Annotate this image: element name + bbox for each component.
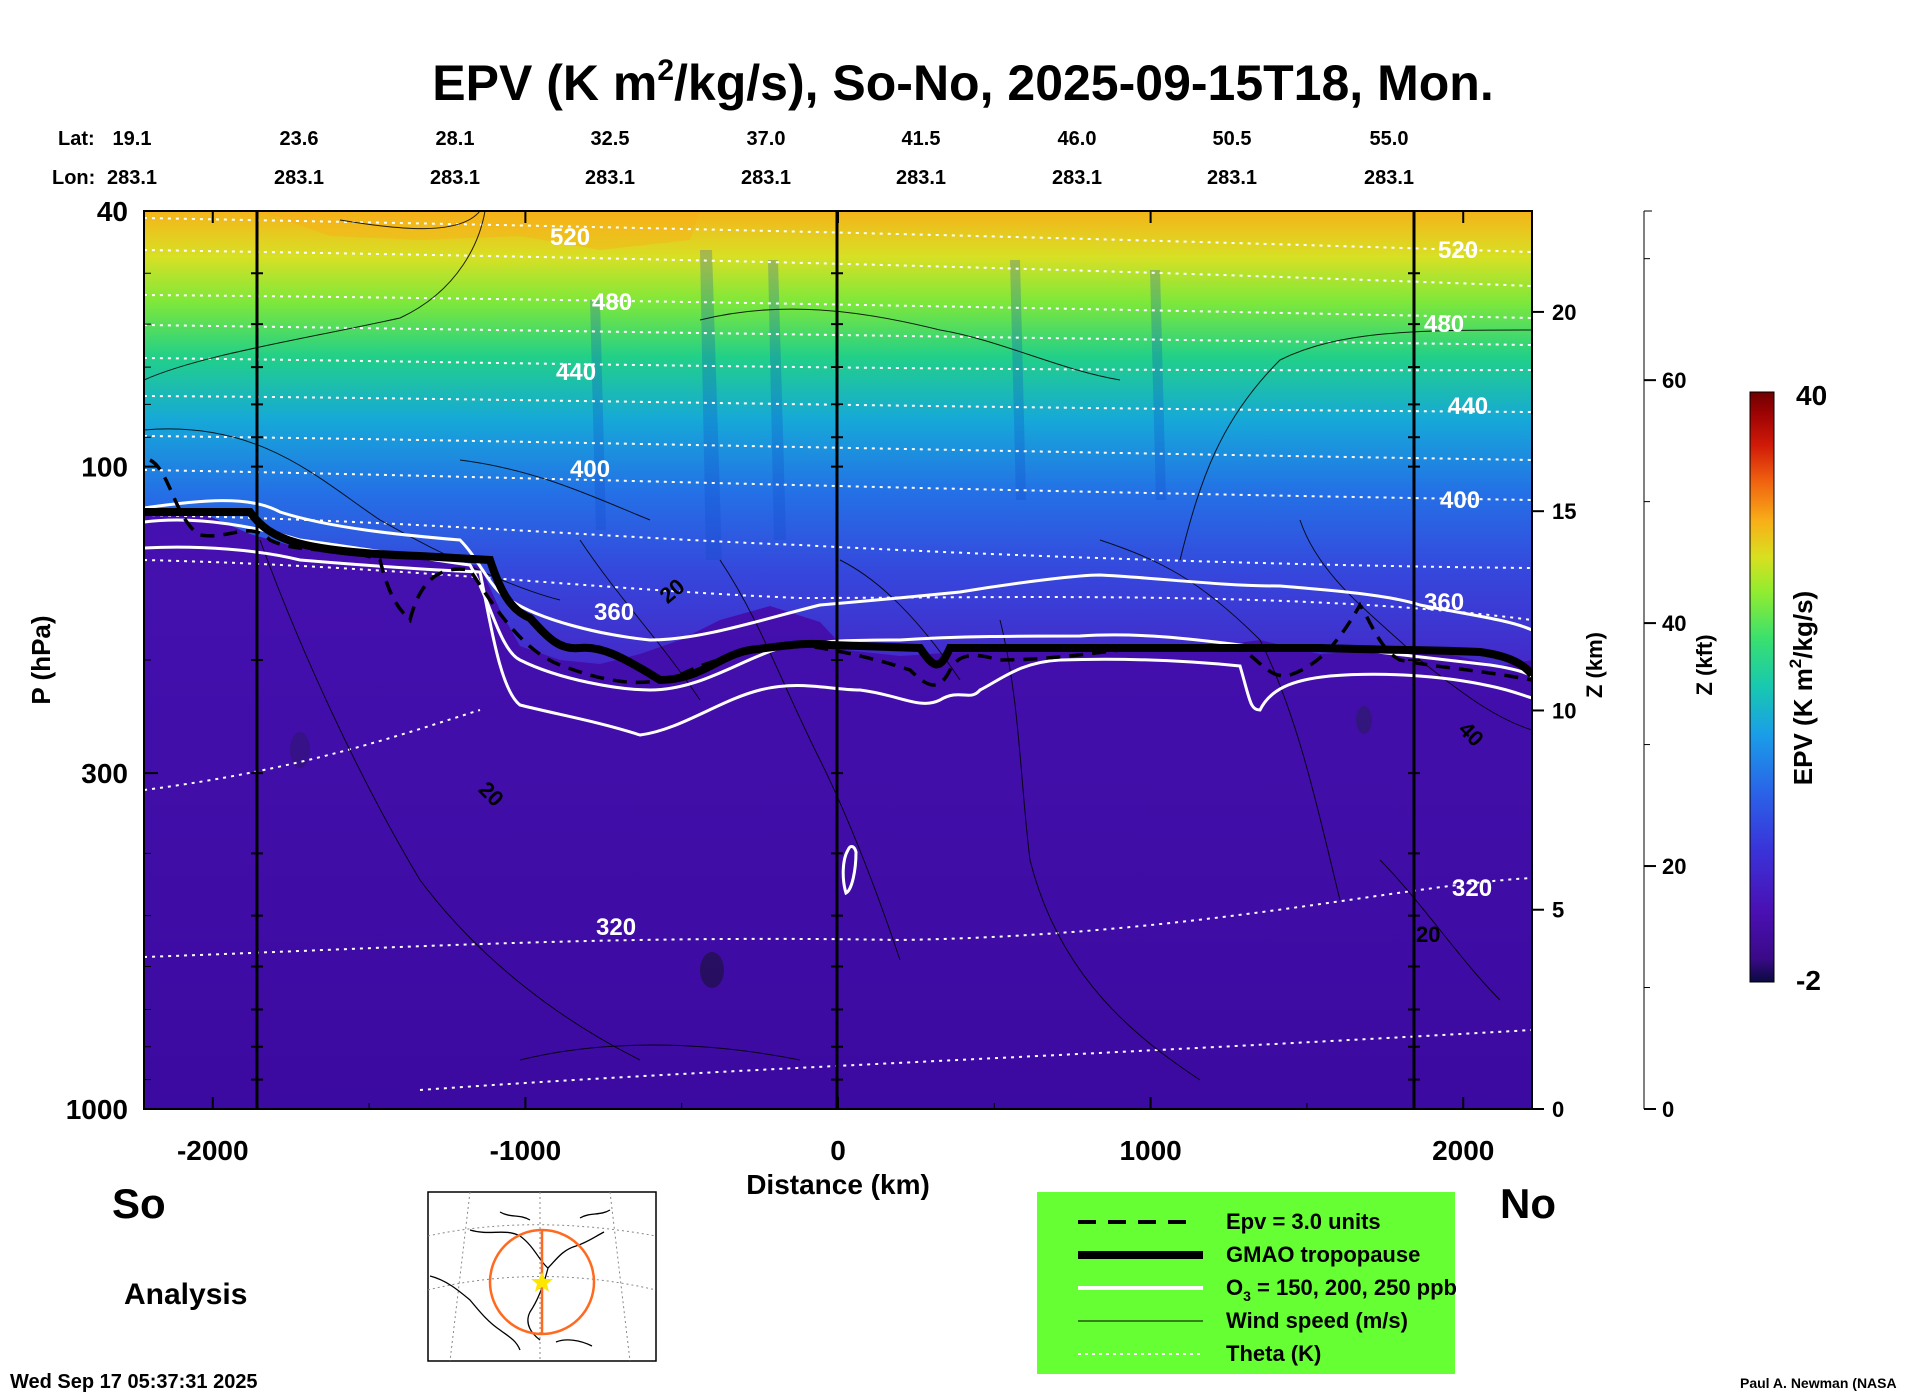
z-kft-label: Z (kft) xyxy=(1692,634,1717,695)
z-km-tick-label: 0 xyxy=(1552,1097,1564,1122)
legend-background xyxy=(1037,1192,1455,1374)
z-km-tick-label: 5 xyxy=(1552,898,1564,923)
lat-tick: 28.1 xyxy=(436,128,475,150)
colorbar-label: EPV (K m2/kg/s) xyxy=(1786,591,1818,785)
z-kft-tick-label: 20 xyxy=(1662,854,1686,879)
theta-label: 480 xyxy=(592,289,632,316)
y-tick-label: 100 xyxy=(81,452,128,483)
lat-tick: 23.6 xyxy=(280,128,319,150)
legend-item-ozone: O3 = 150, 200, 250 ppb xyxy=(1226,1275,1457,1304)
legend-item-epv: Epv = 3.0 units xyxy=(1226,1209,1381,1234)
colorbar-min-label: -2 xyxy=(1796,965,1821,996)
z-km-tick-label: 10 xyxy=(1552,698,1576,723)
theta-labels: 520 480 440 400 360 320 520 480 440 400 … xyxy=(550,224,1492,941)
south-label: So xyxy=(112,1180,166,1227)
lon-tick: 283.1 xyxy=(585,167,635,189)
legend-item-tropopause: GMAO tropopause xyxy=(1226,1242,1420,1267)
y-axis-label: P (hPa) xyxy=(26,615,56,704)
lat-tick: 32.5 xyxy=(591,128,630,150)
colorbar: 40 -2 EPV (K m2/kg/s) xyxy=(1749,380,1827,996)
legend-item-wind: Wind speed (m/s) xyxy=(1226,1308,1408,1333)
theta-label: 440 xyxy=(1448,393,1488,420)
legend: Epv = 3.0 units GMAO tropopause O3 = 150… xyxy=(1037,1192,1457,1374)
lat-tick: 55.0 xyxy=(1370,128,1409,150)
colorbar-max-label: 40 xyxy=(1796,380,1827,411)
theta-label: 320 xyxy=(1452,875,1492,902)
y-tick-label: 300 xyxy=(81,758,128,789)
credit: Paul A. Newman (NASA xyxy=(1740,1375,1897,1391)
lat-tick: 19.1 xyxy=(113,128,152,150)
chart-title: EPV (K m2/kg/s), So-No, 2025-09-15T18, M… xyxy=(432,54,1493,111)
lat-tick: 41.5 xyxy=(902,128,941,150)
lat-tick: 50.5 xyxy=(1213,128,1252,150)
lon-tick: 283.1 xyxy=(1207,167,1257,189)
theta-label: 400 xyxy=(570,456,610,483)
lon-tick: 283.1 xyxy=(107,167,157,189)
z-kft-tick-label: 60 xyxy=(1662,368,1686,393)
lat-tick: 37.0 xyxy=(747,128,786,150)
timestamp: Wed Sep 17 05:37:31 2025 xyxy=(10,1371,258,1393)
theta-label: 400 xyxy=(1440,487,1480,514)
x-tick-label: -2000 xyxy=(177,1135,249,1166)
lon-tick: 283.1 xyxy=(274,167,324,189)
theta-label: 440 xyxy=(556,359,596,386)
z-kft-tick-label: 0 xyxy=(1662,1097,1674,1122)
y-axis: 40 100 300 1000 xyxy=(66,196,158,1125)
z-kft-axis: 0 20 40 60 xyxy=(1643,210,1686,1122)
wind-label: 20 xyxy=(1416,922,1440,947)
theta-label: 520 xyxy=(1438,237,1478,264)
legend-item-theta: Theta (K) xyxy=(1226,1341,1321,1366)
x-tick-label: 1000 xyxy=(1119,1135,1181,1166)
y-tick-label: 1000 xyxy=(66,1094,128,1125)
z-km-axis: 0 5 10 15 20 xyxy=(1532,300,1576,1122)
lat-lon-header: 19.1 23.6 28.1 32.5 37.0 41.5 46.0 50.5 55.0 283.… xyxy=(107,128,1414,189)
lon-tick: 283.1 xyxy=(1364,167,1414,189)
lon-tick: 283.1 xyxy=(430,167,480,189)
z-km-tick-label: 15 xyxy=(1552,499,1576,524)
z-km-label: Z (km) xyxy=(1582,632,1607,698)
analysis-label: Analysis xyxy=(124,1278,247,1311)
lon-tick: 283.1 xyxy=(1052,167,1102,189)
lon-label: Lon: xyxy=(52,167,95,189)
lon-tick: 283.1 xyxy=(741,167,791,189)
theta-contours xyxy=(144,217,1532,1091)
x-tick-label: 2000 xyxy=(1432,1135,1494,1166)
tropopause-line xyxy=(144,508,1532,685)
theta-label: 520 xyxy=(550,224,590,251)
lat-tick: 46.0 xyxy=(1058,128,1097,150)
wind-contours xyxy=(144,211,1532,1081)
theta-label: 480 xyxy=(1424,311,1464,338)
x-tick-label: 0 xyxy=(830,1135,846,1166)
x-tick-label: -1000 xyxy=(490,1135,562,1166)
x-axis: -2000 -1000 0 1000 2000 xyxy=(177,211,1494,1166)
theta-label: 320 xyxy=(596,914,636,941)
lat-label: Lat: xyxy=(58,128,95,150)
z-km-tick-label: 20 xyxy=(1552,300,1576,325)
theta-label: 360 xyxy=(594,599,634,626)
y-tick-label: 40 xyxy=(97,196,128,227)
north-label: No xyxy=(1500,1180,1556,1227)
inset-map xyxy=(427,1191,657,1362)
x-axis-label: Distance (km) xyxy=(746,1169,930,1200)
section-markers xyxy=(251,210,1420,1110)
lon-tick: 283.1 xyxy=(896,167,946,189)
theta-label: 360 xyxy=(1424,589,1464,616)
z-kft-tick-label: 40 xyxy=(1662,611,1686,636)
